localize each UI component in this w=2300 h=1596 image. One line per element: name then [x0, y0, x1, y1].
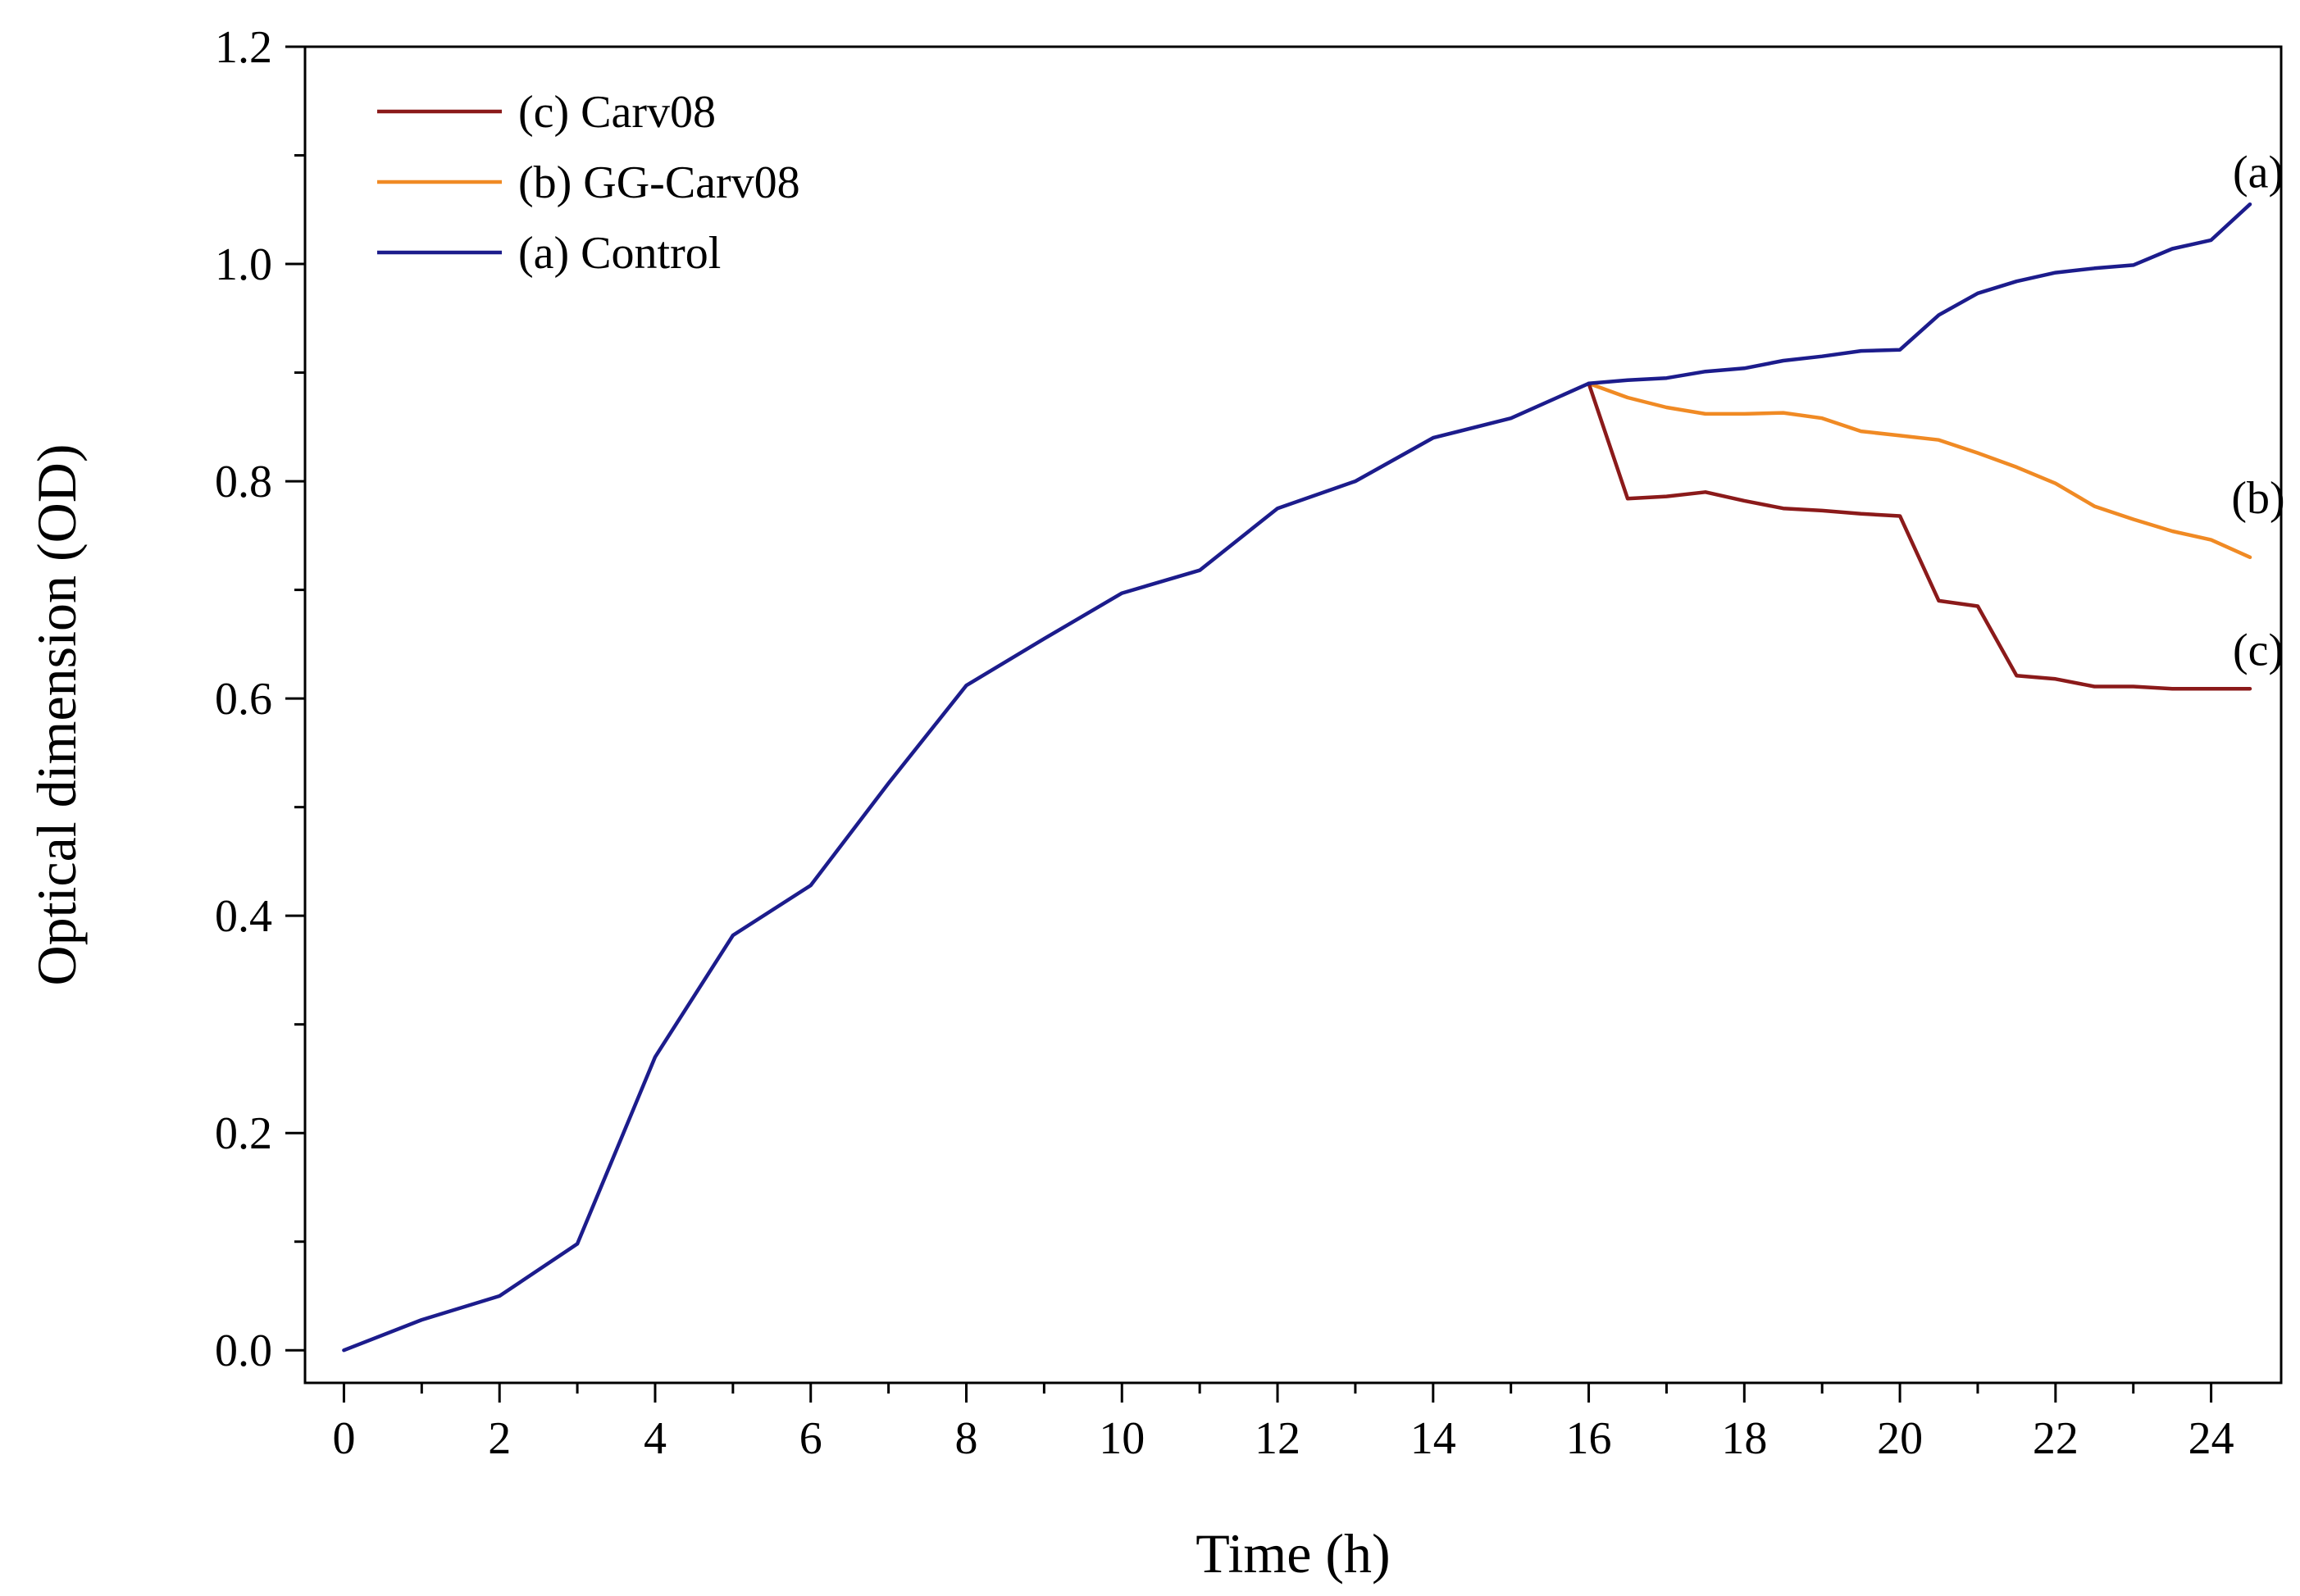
y-tick-label: 1.0 [215, 239, 272, 290]
series-line [342, 202, 2252, 1353]
x-tick-label: 24 [2188, 1413, 2234, 1464]
y-axis-title: Optical dimension (OD) [25, 444, 88, 986]
x-tick-label: 0 [332, 1413, 355, 1464]
x-tick-label: 12 [1255, 1413, 1300, 1464]
x-tick-label: 2 [488, 1413, 511, 1464]
series-layer [342, 202, 2252, 1353]
legend: (c) Carv08 (b) GG-Carv08 (a) Control [377, 87, 800, 279]
legend-label: (b) GG-Carv08 [518, 157, 800, 208]
y-tick-label: 0.6 [215, 674, 272, 725]
y-tick-label: 0.8 [215, 457, 272, 507]
y-tick-label: 1.2 [215, 22, 272, 73]
x-tick-label: 14 [1410, 1413, 1456, 1464]
y-tick-label: 0.2 [215, 1108, 272, 1159]
plot-frame [303, 45, 2283, 1385]
series-line [1587, 381, 2252, 691]
axes: 0 2 4 6 8 10 12 14 16 18 20 22 240.00.20.40.60.81.01… [215, 22, 2283, 1464]
x-tick-label: 22 [2033, 1413, 2079, 1464]
curve-annotation: (b) [2231, 473, 2284, 524]
legend-label: (c) Carv08 [518, 87, 716, 138]
x-tick-label: 4 [644, 1413, 667, 1464]
curve-annotation: (c) [2233, 625, 2284, 675]
series-line [1587, 381, 2252, 560]
x-tick-label: 16 [1566, 1413, 1612, 1464]
y-tick-label: 0.4 [215, 891, 272, 942]
x-tick-label: 8 [954, 1413, 977, 1464]
y-tick-label: 0.0 [215, 1325, 272, 1376]
curve-annotation: (a) [2233, 147, 2284, 198]
x-tick-label: 6 [799, 1413, 822, 1464]
legend-label: (a) Control [518, 228, 721, 279]
x-tick-label: 18 [1721, 1413, 1767, 1464]
x-tick-label: 20 [1877, 1413, 1923, 1464]
annotations: (a) (b) (c) [2231, 147, 2284, 675]
x-tick-label: 10 [1099, 1413, 1145, 1464]
x-axis-title: Time (h) [1196, 1522, 1390, 1585]
